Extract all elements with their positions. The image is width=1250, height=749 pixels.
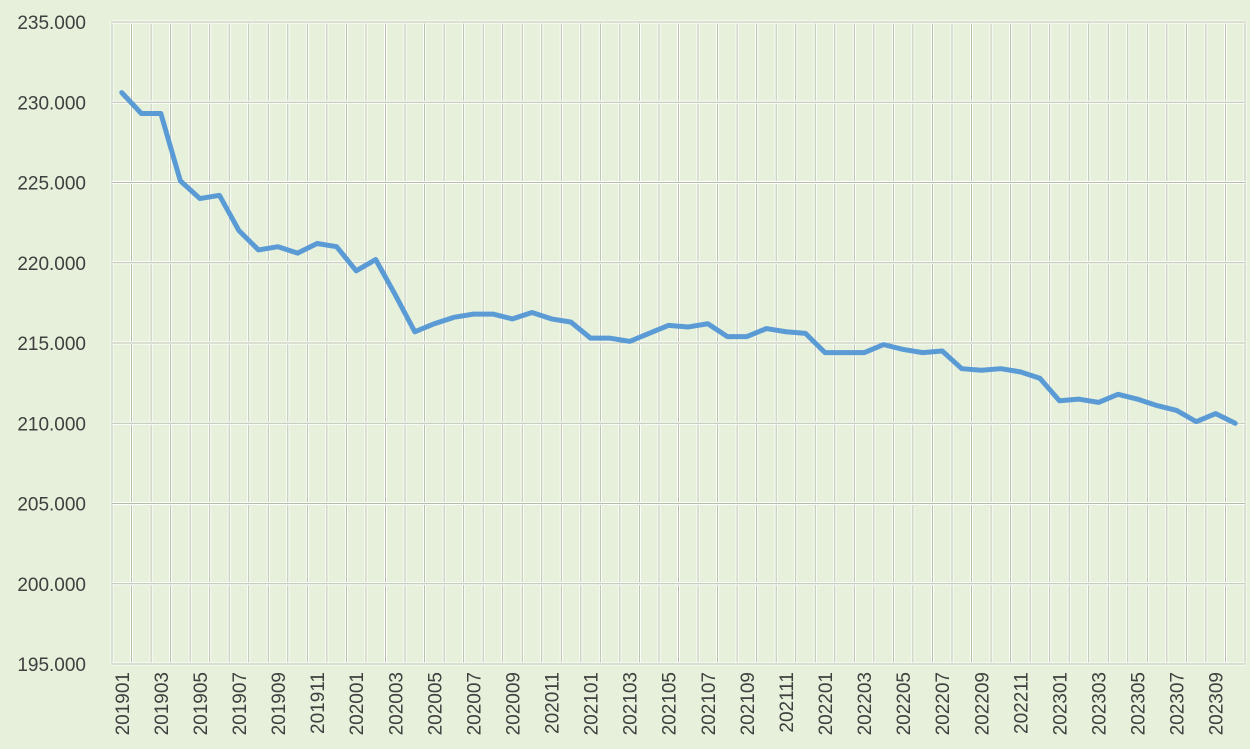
y-tick-label: 220.000 (17, 254, 86, 275)
x-tick-label: 202303 (1089, 672, 1110, 735)
y-tick-label: 230.000 (17, 93, 86, 114)
x-tick-label: 202111 (777, 672, 798, 733)
x-tick-label: 202301 (1050, 672, 1071, 735)
x-tick-label: 202011 (543, 672, 564, 734)
x-tick-label: 202203 (855, 672, 876, 735)
x-tick-label: 202001 (347, 672, 368, 735)
y-tick-label: 205.000 (17, 495, 86, 516)
x-tick-label: 202211 (1011, 672, 1032, 734)
x-tick-label: 201907 (230, 672, 251, 735)
x-tick-label: 201901 (113, 672, 134, 735)
x-tick-label: 202207 (933, 672, 954, 735)
y-tick-label: 215.000 (17, 334, 86, 355)
x-tick-label: 202309 (1207, 672, 1228, 735)
x-tick-label: 202103 (621, 672, 642, 735)
x-tick-label: 202307 (1168, 672, 1189, 735)
y-tick-label: 200.000 (17, 575, 86, 596)
y-tick-label: 225.000 (17, 174, 86, 195)
x-tick-label: 202105 (660, 672, 681, 735)
x-tick-label: 202009 (503, 672, 524, 735)
x-tick-label: 202005 (425, 672, 446, 735)
x-tick-label: 201903 (152, 672, 173, 735)
x-tick-label: 202107 (699, 672, 720, 735)
x-tick-label: 202101 (582, 672, 603, 735)
x-tick-label: 201905 (191, 672, 212, 735)
x-tick-label: 202205 (894, 672, 915, 735)
x-tick-label: 202209 (972, 672, 993, 735)
x-tick-label: 201909 (269, 672, 290, 735)
y-tick-label: 195.000 (17, 655, 86, 676)
x-tick-label: 202109 (738, 672, 759, 735)
x-tick-label: 202003 (386, 672, 407, 735)
x-tick-label: 201911 (308, 672, 329, 734)
y-tick-label: 235.000 (17, 13, 86, 34)
x-tick-label: 202305 (1129, 672, 1150, 735)
data-line (119, 90, 1238, 426)
x-tick-label: 202007 (464, 672, 485, 735)
x-tick-label: 202201 (816, 672, 837, 735)
y-tick-label: 210.000 (17, 414, 86, 435)
